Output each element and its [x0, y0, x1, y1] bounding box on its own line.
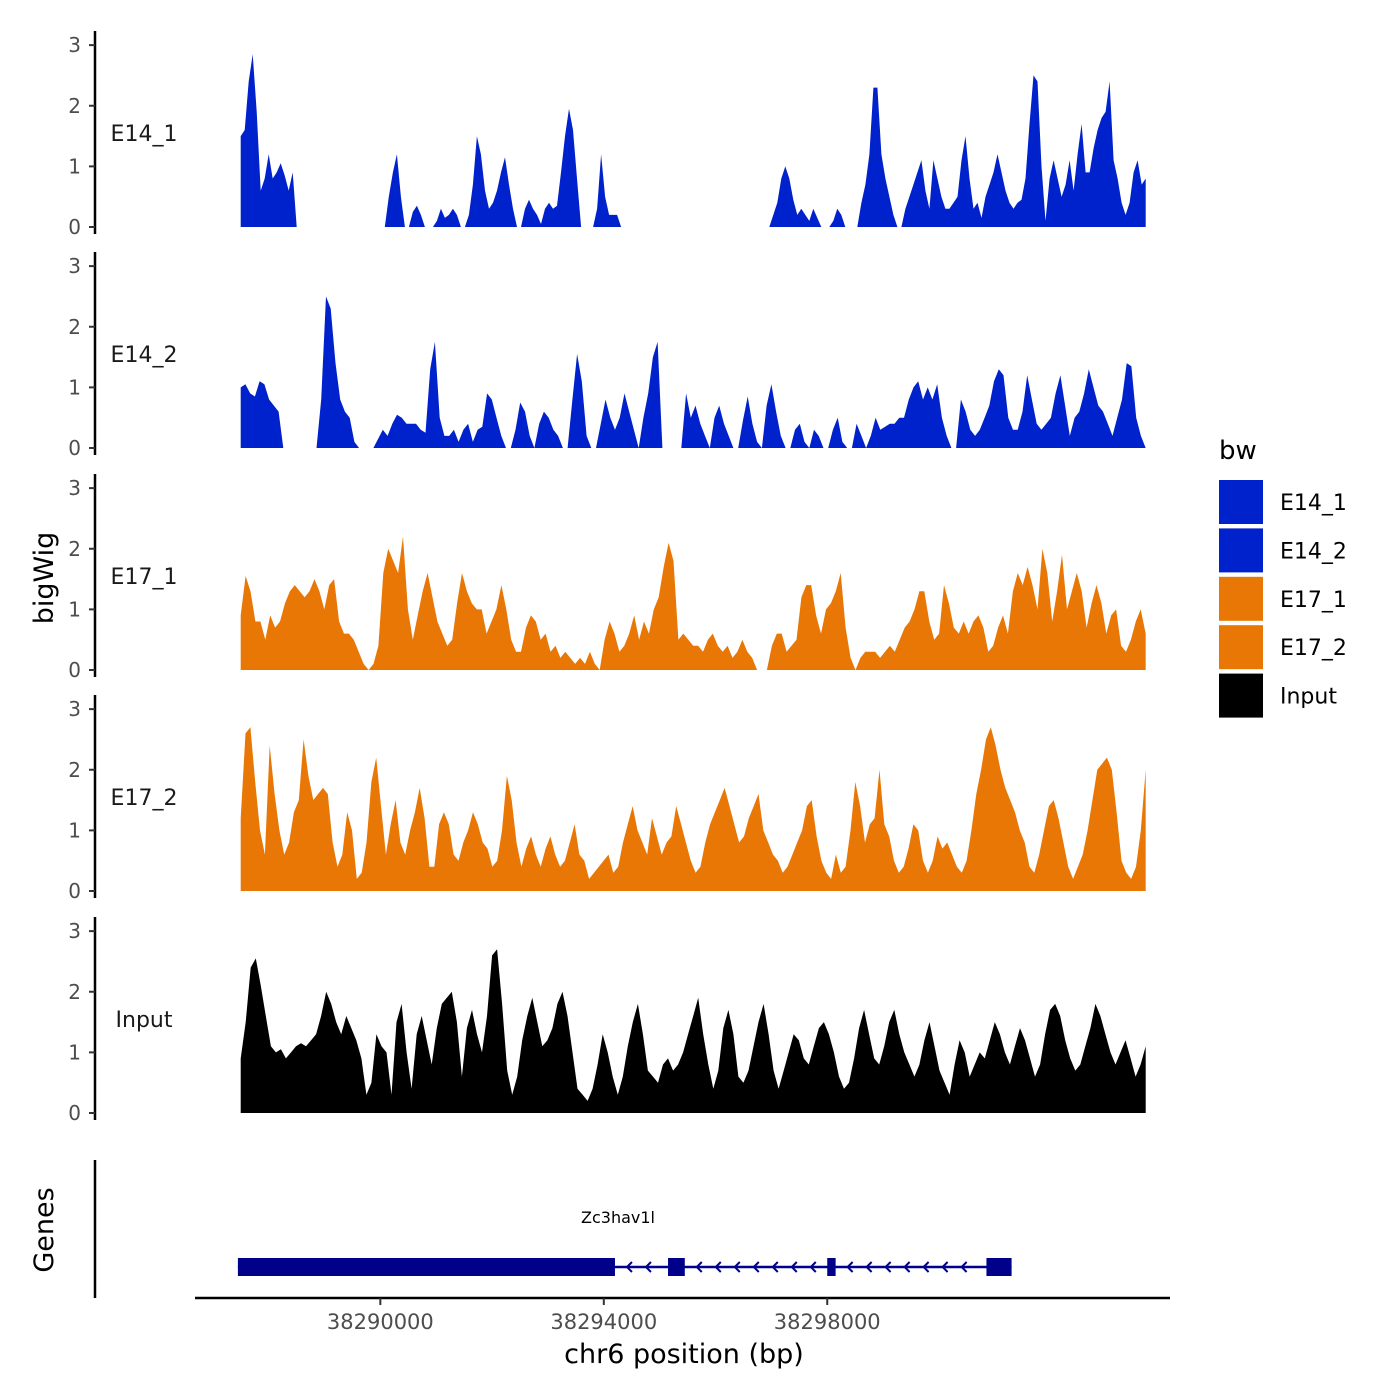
y-tick-label: 2	[68, 980, 81, 1004]
strand-arrow	[625, 1261, 633, 1273]
y-tick-label: 3	[68, 33, 81, 57]
legend-title: bw	[1219, 436, 1257, 466]
y-tick-label: 1	[68, 597, 81, 621]
track-e17-2: 0 1 2 3 E17_2	[68, 695, 1146, 903]
y-tick-label: 0	[68, 658, 81, 682]
strand-arrow	[960, 1261, 968, 1273]
y-axis-title: bigWig	[29, 532, 60, 625]
strand-arrow	[922, 1261, 930, 1273]
x-axis-title: chr6 position (bp)	[564, 1339, 804, 1370]
strand-arrow	[809, 1261, 817, 1273]
legend-swatch-e17-2	[1219, 625, 1263, 670]
gene-exon	[668, 1258, 685, 1276]
genes-layer: Zc3hav1l	[93, 1160, 1012, 1298]
strand-arrow	[790, 1261, 798, 1273]
strand-arrow	[752, 1261, 760, 1273]
y-tick-label: 2	[68, 537, 81, 561]
y-tick-label: 3	[68, 476, 81, 500]
track-label-input: Input	[116, 1008, 173, 1033]
x-tick-label: 38294000	[550, 1310, 657, 1334]
track-label-e14-1: E14_1	[111, 122, 178, 147]
x-tick-label: 38298000	[774, 1310, 881, 1334]
track-label-e17-1: E17_1	[111, 565, 178, 590]
signal-area-e14-1	[240, 54, 1146, 228]
gene-exon	[827, 1258, 836, 1276]
x-axis: 38290000 38294000 38298000	[195, 1296, 1170, 1334]
track-input: 0 1 2 3 Input	[68, 917, 1146, 1125]
legend-label-e14-2: E14_2	[1280, 539, 1347, 564]
y-tick-label: 0	[68, 879, 81, 903]
gene-exon	[986, 1258, 1012, 1276]
y-tick-label: 0	[68, 1101, 81, 1125]
genes-panel-label: Genes	[29, 1187, 60, 1272]
strand-arrow	[846, 1261, 854, 1273]
y-tick-label: 1	[68, 1040, 81, 1064]
legend-swatch-e14-2	[1219, 528, 1263, 573]
strand-arrow	[644, 1261, 652, 1273]
gene-name-label: Zc3hav1l	[581, 1208, 655, 1227]
signal-area-e17-2	[240, 727, 1146, 891]
strand-arrow	[771, 1261, 779, 1273]
track-e14-1: 0 1 2 3 E14_1	[68, 31, 1146, 239]
legend: E14_1 E14_2 E17_1 E17_2 Input	[1219, 480, 1347, 718]
strand-arrow	[865, 1261, 873, 1273]
strand-arrow	[903, 1261, 911, 1273]
legend-swatch-e14-1	[1219, 480, 1263, 524]
legend-label-e14-1: E14_1	[1280, 491, 1347, 516]
legend-label-e17-2: E17_2	[1280, 636, 1347, 661]
y-tick-label: 0	[68, 436, 81, 460]
y-tick-label: 1	[68, 375, 81, 399]
tracks-layer: 0 1 2 3 E14_1 0 1 2 3 E14_2 0 1 2 3 E17_1 0 1 2 3 E17_2 0 1 2 3…	[68, 31, 1146, 1125]
legend-label-e17-1: E17_1	[1280, 588, 1347, 613]
track-label-e14-2: E14_2	[111, 343, 178, 368]
strand-arrow	[733, 1261, 741, 1273]
strand-arrow	[695, 1261, 703, 1273]
legend-swatch-input	[1219, 673, 1263, 718]
signal-area-e14-2	[240, 296, 1146, 448]
track-label-e17-2: E17_2	[111, 786, 178, 811]
track-e17-1: 0 1 2 3 E17_1	[68, 474, 1146, 682]
gene-exon	[237, 1258, 615, 1276]
y-tick-label: 1	[68, 154, 81, 178]
strand-arrow	[941, 1261, 949, 1273]
signal-area-e17-1	[240, 536, 1146, 670]
track-e14-2: 0 1 2 3 E14_2	[68, 252, 1146, 460]
x-tick-label: 38290000	[327, 1310, 434, 1334]
y-tick-label: 0	[68, 215, 81, 239]
y-tick-label: 2	[68, 94, 81, 118]
strand-arrow	[714, 1261, 722, 1273]
y-tick-label: 1	[68, 818, 81, 842]
strand-arrow	[884, 1261, 892, 1273]
y-tick-label: 3	[68, 254, 81, 278]
y-tick-label: 2	[68, 758, 81, 782]
y-tick-label: 3	[68, 697, 81, 721]
legend-label-input: Input	[1280, 685, 1337, 710]
y-tick-label: 3	[68, 919, 81, 943]
y-tick-label: 2	[68, 315, 81, 339]
legend-swatch-e17-1	[1219, 576, 1263, 621]
signal-area-input	[240, 949, 1146, 1113]
